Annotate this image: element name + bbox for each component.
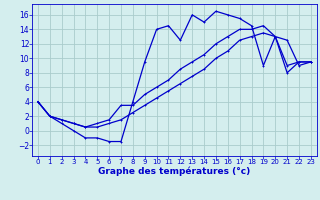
X-axis label: Graphe des températures (°c): Graphe des températures (°c) [98,166,251,176]
